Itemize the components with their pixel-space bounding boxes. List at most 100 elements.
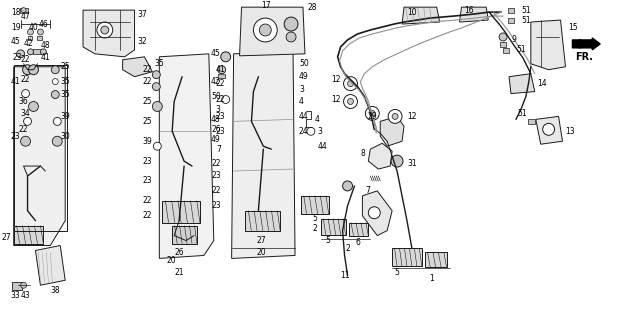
Text: 15: 15 (569, 22, 578, 31)
Bar (392, 249, 422, 266)
Text: 7: 7 (216, 145, 221, 154)
Text: 45: 45 (211, 49, 221, 58)
Text: 25: 25 (143, 97, 153, 106)
Text: 48: 48 (211, 115, 221, 124)
Text: 33: 33 (11, 291, 20, 300)
Text: 50: 50 (299, 59, 309, 68)
Bar (12, 282, 22, 290)
Circle shape (97, 22, 112, 38)
Circle shape (391, 155, 403, 167)
Text: 35: 35 (60, 90, 70, 99)
Circle shape (388, 109, 402, 123)
Text: 3: 3 (299, 85, 304, 94)
FancyArrow shape (572, 38, 600, 50)
Bar (425, 252, 447, 268)
Text: 48: 48 (41, 41, 50, 50)
Text: 47: 47 (20, 12, 30, 20)
Bar (349, 223, 368, 236)
Text: 22: 22 (21, 75, 30, 84)
Polygon shape (122, 57, 153, 77)
Text: 39: 39 (143, 137, 153, 146)
Text: 2: 2 (313, 224, 317, 233)
Polygon shape (380, 116, 404, 146)
Text: 39: 39 (60, 112, 70, 121)
Text: 44: 44 (318, 142, 328, 151)
Text: 7: 7 (365, 186, 370, 196)
Text: 22: 22 (143, 211, 153, 220)
Circle shape (22, 90, 30, 98)
Text: 22: 22 (143, 196, 153, 205)
Text: 22: 22 (216, 95, 226, 104)
Bar (301, 196, 329, 214)
Circle shape (342, 181, 352, 191)
Polygon shape (460, 7, 488, 22)
Circle shape (543, 123, 554, 135)
Circle shape (28, 101, 38, 111)
Circle shape (153, 71, 160, 79)
Text: 35: 35 (60, 77, 70, 86)
Text: FR.: FR. (575, 52, 593, 62)
Circle shape (499, 33, 507, 41)
Text: 38: 38 (51, 286, 60, 295)
Text: 3: 3 (318, 127, 323, 136)
Text: 51: 51 (517, 109, 527, 118)
Text: 13: 13 (565, 127, 575, 136)
Text: 12: 12 (407, 112, 417, 121)
Text: 24: 24 (299, 127, 308, 136)
Text: 8: 8 (361, 149, 365, 158)
Text: 45: 45 (11, 37, 20, 46)
Text: 11: 11 (341, 271, 350, 280)
Text: 16: 16 (465, 6, 474, 15)
Bar (500, 42, 506, 47)
Text: 9: 9 (511, 36, 516, 44)
Circle shape (23, 65, 33, 75)
Text: 41: 41 (11, 77, 20, 86)
Circle shape (53, 136, 62, 146)
Text: 23: 23 (13, 53, 22, 62)
Polygon shape (368, 143, 392, 169)
Circle shape (370, 110, 375, 116)
Text: 51: 51 (521, 6, 530, 15)
Circle shape (218, 66, 226, 74)
Text: 20: 20 (256, 248, 266, 257)
Text: 27: 27 (256, 236, 266, 245)
Text: 23: 23 (143, 156, 153, 165)
Circle shape (153, 83, 160, 91)
Polygon shape (159, 54, 214, 259)
Polygon shape (35, 245, 65, 285)
Bar (321, 219, 345, 235)
Text: 42: 42 (23, 39, 33, 48)
Bar (508, 8, 514, 13)
Text: 29: 29 (368, 112, 377, 121)
Text: 23: 23 (211, 172, 221, 180)
Text: 32: 32 (138, 37, 147, 46)
Circle shape (347, 81, 353, 87)
Text: 22: 22 (21, 55, 30, 64)
Circle shape (53, 79, 58, 84)
Circle shape (53, 117, 61, 125)
Text: 22: 22 (143, 65, 153, 74)
Bar (508, 18, 514, 23)
Circle shape (38, 29, 43, 35)
Circle shape (28, 29, 33, 35)
Circle shape (20, 136, 30, 146)
Text: 10: 10 (407, 8, 417, 17)
Text: 40: 40 (28, 22, 38, 31)
Text: 4: 4 (299, 97, 304, 106)
Text: 23: 23 (11, 132, 20, 141)
Text: 50: 50 (211, 92, 221, 101)
Text: 30: 30 (60, 132, 70, 141)
Text: 23: 23 (216, 127, 226, 136)
Polygon shape (536, 116, 562, 144)
Text: 35: 35 (154, 59, 164, 68)
Text: 22: 22 (143, 77, 153, 86)
Circle shape (153, 142, 161, 150)
Text: 28: 28 (308, 3, 318, 12)
Circle shape (392, 113, 398, 119)
Text: 4: 4 (315, 115, 320, 124)
Circle shape (221, 52, 231, 62)
Text: 37: 37 (138, 10, 147, 19)
Polygon shape (362, 191, 392, 236)
Circle shape (260, 24, 271, 36)
Text: 12: 12 (331, 75, 341, 84)
